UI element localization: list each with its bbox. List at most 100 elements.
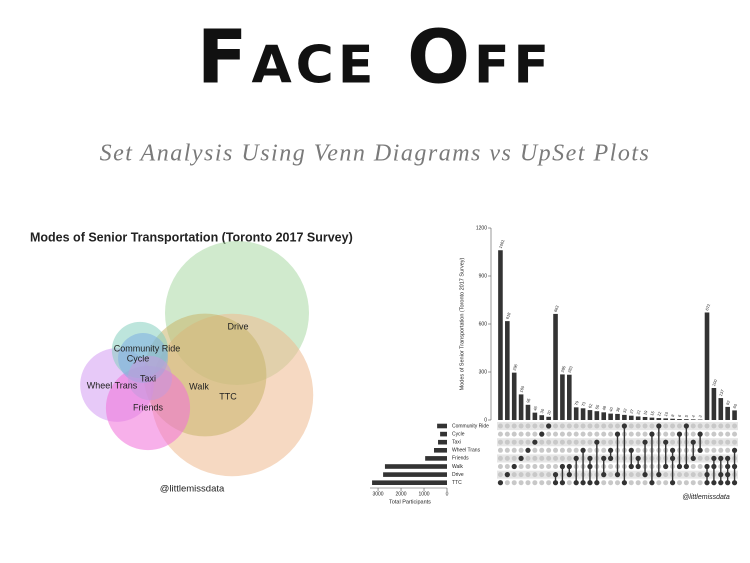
- matrix-empty-dot: [553, 455, 559, 461]
- matrix-empty-dot: [525, 464, 531, 469]
- intersection-bar: [580, 408, 586, 420]
- intersection-bar: [546, 416, 551, 420]
- matrix-empty-dot: [594, 431, 600, 437]
- set-label: Friends: [452, 456, 469, 462]
- matrix-empty-dot: [497, 439, 503, 445]
- matrix-dot: [718, 455, 724, 461]
- matrix-dot: [669, 480, 676, 486]
- matrix-dot: [704, 472, 710, 478]
- intersection-bar: [718, 398, 724, 420]
- matrix-dot: [552, 472, 559, 478]
- bar-value-label: 10: [663, 410, 669, 417]
- matrix-dot: [594, 480, 600, 486]
- matrix-empty-dot: [690, 472, 696, 478]
- matrix-empty-dot: [587, 431, 593, 437]
- matrix-empty-dot: [670, 423, 676, 429]
- matrix-empty-dot: [608, 439, 614, 445]
- matrix-dot: [601, 472, 607, 478]
- matrix-empty-dot: [573, 423, 579, 429]
- matrix-empty-dot: [566, 431, 572, 437]
- matrix-empty-dot: [725, 423, 731, 429]
- matrix-empty-dot: [559, 431, 565, 437]
- matrix-empty-dot: [504, 439, 510, 445]
- matrix-empty-dot: [546, 439, 552, 445]
- set-label: Community Ride: [452, 423, 489, 429]
- matrix-dot: [546, 423, 552, 429]
- matrix-empty-dot: [497, 472, 503, 478]
- matrix-empty-dot: [663, 472, 669, 478]
- bar-value-label: 6: [677, 413, 683, 418]
- bar-value-label: 38: [615, 406, 621, 413]
- set-label: Friends: [133, 402, 164, 412]
- bar-value-label: 618: [505, 311, 512, 320]
- matrix-dot: [587, 463, 593, 470]
- intersection-bar: [594, 411, 600, 420]
- matrix-empty-dot: [608, 423, 614, 429]
- bar-value-label: 19: [642, 409, 648, 416]
- matrix-empty-dot: [601, 431, 607, 437]
- matrix-dot: [628, 463, 634, 470]
- matrix-dot: [697, 431, 703, 437]
- matrix-empty-dot: [642, 423, 648, 429]
- matrix-empty-dot: [546, 455, 552, 461]
- matrix-empty-dot: [546, 447, 552, 453]
- intersection-bar: [690, 419, 696, 420]
- matrix-empty-dot: [532, 431, 538, 437]
- matrix-dot: [731, 480, 738, 486]
- matrix-empty-dot: [504, 423, 510, 429]
- matrix-empty-dot: [525, 423, 531, 429]
- matrix-dot: [656, 423, 662, 429]
- matrix-empty-dot: [635, 431, 641, 437]
- y-tick-label: 300: [479, 369, 488, 375]
- matrix-empty-dot: [676, 480, 682, 486]
- bar-value-label: 285: [560, 364, 567, 373]
- matrix-empty-dot: [518, 447, 524, 453]
- matrix-empty-dot: [497, 423, 503, 429]
- matrix-empty-dot: [573, 431, 579, 437]
- matrix-empty-dot: [559, 423, 565, 429]
- matrix-dot: [676, 431, 683, 437]
- matrix-dot: [725, 472, 731, 478]
- set-label: Drive: [452, 472, 464, 478]
- matrix-dot: [628, 447, 634, 453]
- matrix-empty-dot: [539, 464, 545, 469]
- matrix-dot: [642, 472, 648, 478]
- matrix-dot: [614, 472, 621, 478]
- matrix-empty-dot: [511, 431, 517, 437]
- matrix-empty-dot: [587, 439, 593, 445]
- matrix-dot: [718, 472, 724, 478]
- matrix-dot: [580, 480, 586, 486]
- matrix-empty-dot: [497, 455, 503, 461]
- x-tick-label: 2000: [395, 491, 406, 497]
- set-size-bar: [438, 439, 447, 445]
- matrix-dot: [621, 423, 627, 429]
- matrix-dot: [649, 431, 655, 437]
- bar-value-label: 296: [511, 363, 518, 372]
- matrix-empty-dot: [539, 455, 545, 461]
- matrix-empty-dot: [697, 423, 703, 429]
- matrix-empty-dot: [580, 439, 586, 445]
- matrix-empty-dot: [697, 464, 703, 469]
- matrix-dot: [621, 480, 627, 486]
- matrix-empty-dot: [539, 423, 545, 429]
- matrix-dot: [511, 463, 517, 470]
- matrix-empty-dot: [504, 480, 510, 486]
- matrix-empty-dot: [704, 447, 710, 453]
- set-label: Wheel Trans: [452, 448, 481, 454]
- matrix-empty-dot: [642, 431, 648, 437]
- intersection-bar: [553, 313, 558, 420]
- intersection-bar: [649, 417, 655, 420]
- y-axis-label: Modes of Senior Transportation (Toronto …: [459, 257, 465, 390]
- matrix-dot: [566, 472, 572, 478]
- matrix-empty-dot: [697, 480, 703, 486]
- matrix-empty-dot: [601, 439, 607, 445]
- matrix-dot: [594, 439, 600, 445]
- matrix-empty-dot: [704, 431, 710, 437]
- intersection-bar: [498, 250, 503, 420]
- matrix-empty-dot: [553, 464, 559, 469]
- matrix-empty-dot: [573, 439, 579, 445]
- matrix-empty-dot: [628, 431, 634, 437]
- matrix-dot: [635, 455, 641, 461]
- matrix-empty-dot: [511, 423, 517, 429]
